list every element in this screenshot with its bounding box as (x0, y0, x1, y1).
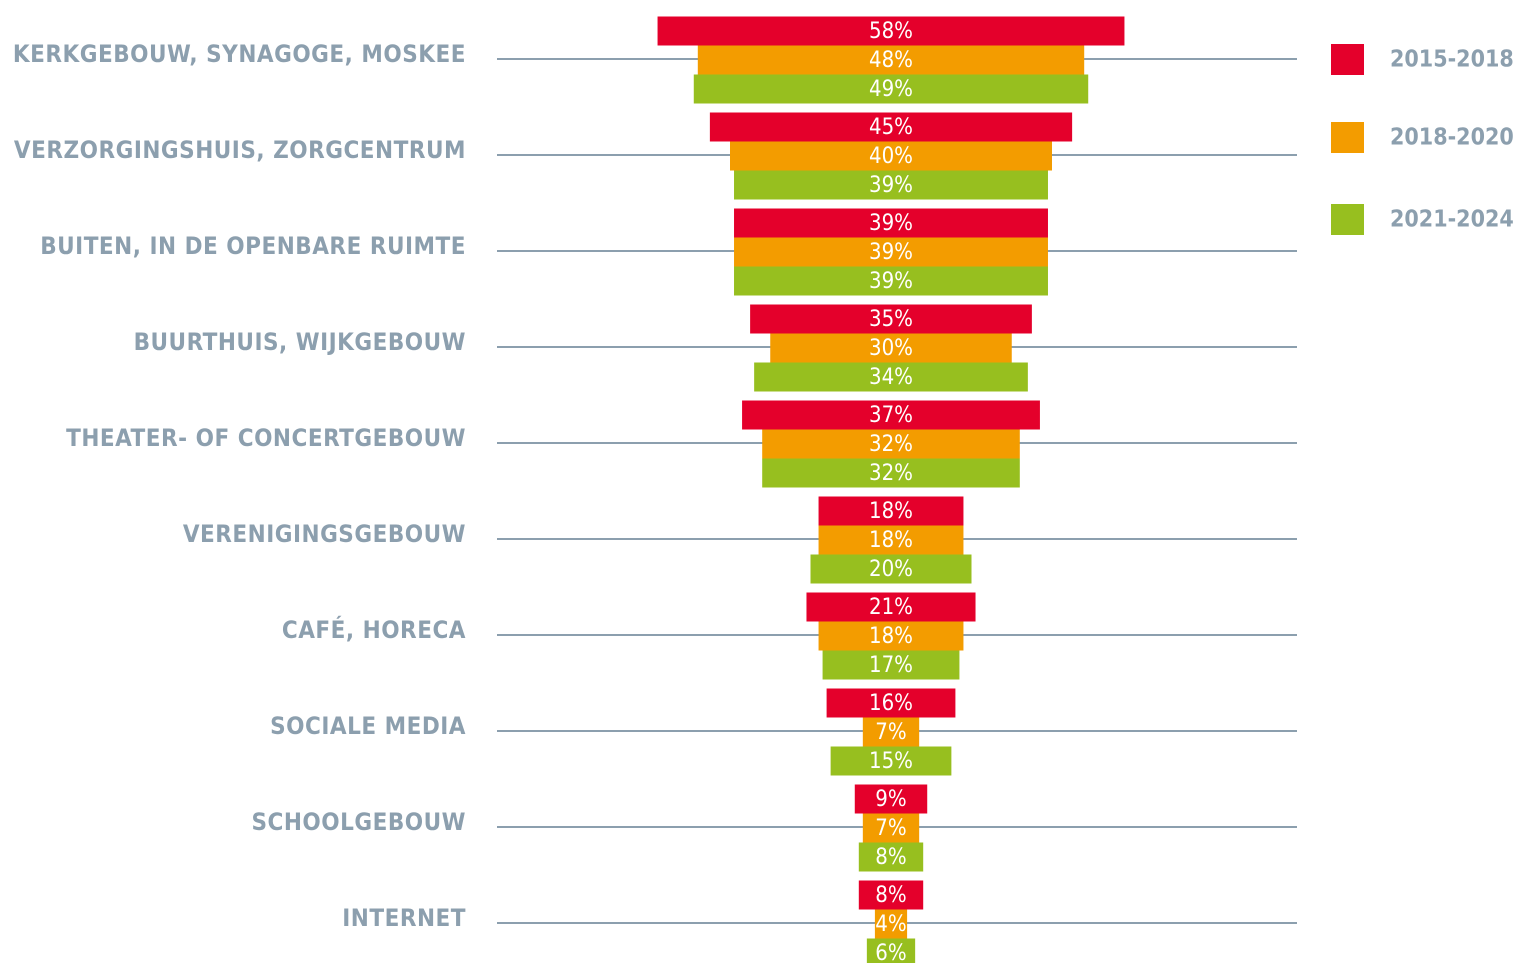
data-label: 20% (869, 557, 913, 582)
data-label: 18% (869, 528, 913, 553)
data-label: 7% (875, 720, 906, 745)
legend-label: 2015-2018 (1390, 47, 1514, 73)
bar (730, 141, 1052, 171)
data-label: 49% (869, 77, 913, 102)
bar (693, 74, 1089, 104)
data-label: 34% (869, 365, 913, 390)
category-label: VERENIGINGSGEBOUW (183, 520, 466, 548)
bar (874, 909, 908, 939)
bar (866, 938, 916, 963)
bar (709, 112, 1073, 142)
bar (818, 496, 964, 526)
data-label: 18% (869, 624, 913, 649)
data-label: 8% (875, 883, 906, 908)
legend-swatch (1331, 122, 1364, 153)
bar (858, 842, 924, 872)
bar (810, 554, 972, 584)
data-label: 16% (869, 691, 913, 716)
bar (818, 525, 964, 555)
data-label: 9% (875, 787, 906, 812)
bar (734, 266, 1048, 296)
bar (830, 746, 952, 776)
data-label: 45% (869, 115, 913, 140)
bar (734, 237, 1048, 267)
bar (657, 16, 1125, 46)
bar (826, 688, 956, 718)
data-label: 32% (869, 432, 913, 457)
data-label: 30% (869, 336, 913, 361)
data-label: 6% (875, 941, 906, 963)
data-label: 8% (875, 845, 906, 870)
data-label: 32% (869, 461, 913, 486)
data-label: 58% (869, 19, 913, 44)
category-label: KERKGEBOUW, SYNAGOGE, MOSKEE (13, 40, 466, 68)
bar (854, 784, 928, 814)
category-label: SOCIALE MEDIA (270, 712, 466, 740)
bar (754, 362, 1028, 392)
category-label: BUITEN, IN DE OPENBARE RUIMTE (40, 232, 466, 260)
data-label: 17% (869, 653, 913, 678)
data-label: 40% (869, 144, 913, 169)
data-label: 39% (869, 211, 913, 236)
category-label: VERZORGINGSHUIS, ZORGCENTRUM (14, 136, 466, 164)
data-label: 39% (869, 173, 913, 198)
bar (770, 333, 1012, 363)
bar (858, 880, 924, 910)
bar (822, 650, 960, 680)
bar (862, 717, 920, 747)
category-label: INTERNET (342, 904, 466, 932)
legend-label: 2018-2020 (1390, 125, 1514, 151)
legend-swatch (1331, 44, 1364, 75)
data-label: 39% (869, 269, 913, 294)
data-label: 48% (869, 48, 913, 73)
bar (818, 621, 964, 651)
data-label: 37% (869, 403, 913, 428)
bar (697, 45, 1085, 75)
bar (762, 429, 1020, 459)
data-label: 4% (875, 912, 906, 937)
category-label: SCHOOLGEBOUW (251, 808, 466, 836)
data-label: 21% (869, 595, 913, 620)
category-label: CAFÉ, HORECA (282, 615, 466, 644)
bar (734, 170, 1048, 200)
bar (734, 208, 1048, 238)
data-label: 15% (869, 749, 913, 774)
category-label: THEATER- OF CONCERTGEBOUW (66, 424, 466, 452)
bar (750, 304, 1032, 334)
data-label: 18% (869, 499, 913, 524)
category-label: BUURTHUIS, WIJKGEBOUW (134, 328, 466, 356)
bar (762, 458, 1020, 488)
legend-swatch (1331, 204, 1364, 235)
legend-label: 2021-2024 (1390, 207, 1514, 233)
bar (806, 592, 976, 622)
data-label: 39% (869, 240, 913, 265)
bar (742, 400, 1040, 430)
data-label: 35% (869, 307, 913, 332)
bar (862, 813, 920, 843)
data-label: 7% (875, 816, 906, 841)
